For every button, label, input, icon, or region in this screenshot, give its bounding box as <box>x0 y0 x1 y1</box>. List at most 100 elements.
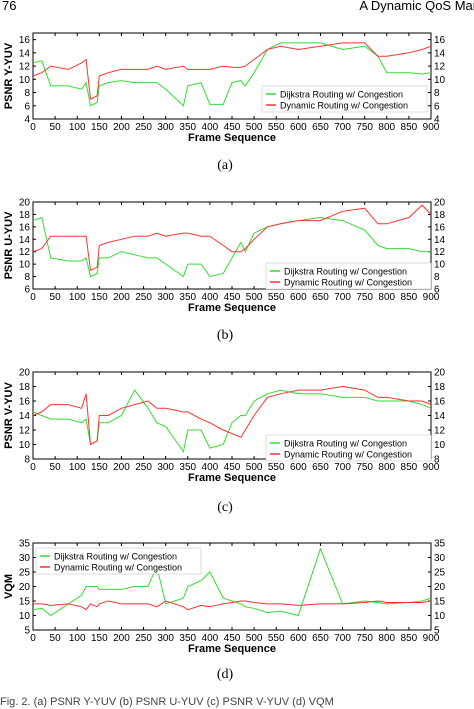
legend-entry: Dynamic Routing w/ Congestion <box>54 563 182 573</box>
x-tick-label: 100 <box>69 462 86 473</box>
y-tick-label-right: 8 <box>434 272 440 283</box>
y-tick-label-left: 12 <box>19 62 31 73</box>
y-tick-label-left: 10 <box>19 611 31 622</box>
y-tick-label-right: 20 <box>434 582 446 593</box>
x-tick-label: 650 <box>312 122 329 133</box>
page-number: 76 <box>2 0 17 13</box>
y-tick-label-left: 16 <box>19 35 31 46</box>
x-tick-label: 0 <box>30 292 36 303</box>
legend-entry: Dynamic Routing w/ Congestion <box>280 101 408 111</box>
figure-footer: Fig. 2. (a) PSNR Y-YUV (b) PSNR U-YUV (c… <box>0 696 334 708</box>
y-tick-label-left: 14 <box>19 48 31 59</box>
y-tick-label-left: 20 <box>19 368 31 379</box>
x-tick-label: 450 <box>224 292 241 303</box>
x-tick-label: 350 <box>179 122 196 133</box>
x-tick-label: 900 <box>423 292 440 303</box>
y-tick-label-left: 14 <box>19 411 31 422</box>
y-tick-label-right: 12 <box>434 247 446 258</box>
y-tick-label-right: 35 <box>434 539 446 550</box>
x-tick-label: 0 <box>30 122 36 133</box>
x-tick-label: 200 <box>113 633 130 644</box>
x-tick-label: 50 <box>50 633 62 644</box>
legend-entry: Dynamic Routing w/ Congestion <box>284 450 412 460</box>
x-tick-label: 600 <box>290 462 307 473</box>
x-tick-label: 250 <box>135 292 152 303</box>
x-tick-label: 450 <box>224 122 241 133</box>
y-tick-label-right: 4 <box>434 115 440 126</box>
legend-entry: Dijkstra Routing w/ Congestion <box>54 552 177 562</box>
x-tick-label: 500 <box>246 292 263 303</box>
legend-entry: Dynamic Routing w/ Congestion <box>284 278 412 288</box>
x-tick-label: 650 <box>312 292 329 303</box>
series-line <box>33 600 432 611</box>
legend-box <box>35 547 202 575</box>
legend-entry: Dijkstra Routing w/ Congestion <box>284 267 407 277</box>
y-tick-label-right: 8 <box>434 455 440 466</box>
x-tick-label: 300 <box>157 633 174 644</box>
running-header: A Dynamic QoS Man <box>359 0 474 13</box>
x-tick-label: 550 <box>268 462 285 473</box>
x-tick-label: 700 <box>334 122 351 133</box>
y-tick-label-right: 15 <box>434 597 446 608</box>
x-tick-label: 700 <box>334 292 351 303</box>
x-tick-label: 650 <box>312 633 329 644</box>
x-tick-label: 900 <box>423 633 440 644</box>
x-tick-label: 550 <box>268 633 285 644</box>
x-tick-label: 350 <box>179 633 196 644</box>
y-tick-label-right: 10 <box>434 75 446 86</box>
x-tick-label: 550 <box>268 292 285 303</box>
x-tick-label: 400 <box>202 292 219 303</box>
x-tick-label: 250 <box>135 633 152 644</box>
x-tick-label: 550 <box>268 122 285 133</box>
y-tick-label-right: 6 <box>434 285 440 296</box>
legend-entry: Dijkstra Routing w/ Congestion <box>280 90 403 100</box>
x-tick-label: 0 <box>30 633 36 644</box>
x-axis-label: Frame Sequence <box>188 472 276 484</box>
x-tick-label: 250 <box>135 122 152 133</box>
y-tick-label-right: 14 <box>434 235 446 246</box>
y-tick-label-left: 10 <box>19 440 31 451</box>
legend-box <box>265 262 432 290</box>
x-tick-label: 300 <box>157 122 174 133</box>
x-tick-label: 750 <box>356 292 373 303</box>
y-tick-label-right: 16 <box>434 222 446 233</box>
x-tick-label: 200 <box>113 122 130 133</box>
y-tick-label-left: 4 <box>24 115 30 126</box>
y-tick-label-right: 16 <box>434 35 446 46</box>
y-tick-label-right: 20 <box>434 368 446 379</box>
caption-c: (c) <box>217 500 233 515</box>
y-tick-label-left: 8 <box>24 88 30 99</box>
x-tick-label: 850 <box>401 633 418 644</box>
x-tick-label: 150 <box>91 462 108 473</box>
caption-a: (a) <box>217 158 233 173</box>
y-tick-label-left: 10 <box>19 75 31 86</box>
x-tick-label: 350 <box>179 292 196 303</box>
legend-box <box>261 85 428 113</box>
x-tick-label: 100 <box>69 122 86 133</box>
x-tick-label: 850 <box>401 462 418 473</box>
x-tick-label: 500 <box>246 122 263 133</box>
y-tick-label-right: 10 <box>434 260 446 271</box>
series-line <box>32 385 432 446</box>
x-tick-label: 500 <box>246 633 263 644</box>
x-tick-label: 700 <box>334 633 351 644</box>
y-tick-label-right: 16 <box>434 397 446 408</box>
y-axis-label: PSNR Y-YUV <box>3 42 15 109</box>
x-tick-label: 350 <box>179 462 196 473</box>
series-line <box>32 389 432 454</box>
x-tick-label: 150 <box>91 633 108 644</box>
x-tick-label: 800 <box>378 292 395 303</box>
y-tick-label-left: 12 <box>19 426 31 437</box>
caption-b: (b) <box>216 328 234 343</box>
x-tick-label: 750 <box>356 633 373 644</box>
x-tick-label: 100 <box>69 292 86 303</box>
x-tick-label: 150 <box>91 122 108 133</box>
y-tick-label-left: 8 <box>24 455 30 466</box>
x-tick-label: 400 <box>202 633 219 644</box>
x-tick-label: 750 <box>356 122 373 133</box>
x-tick-label: 450 <box>224 462 241 473</box>
y-tick-label-left: 5 <box>24 626 30 637</box>
y-tick-label-left: 6 <box>24 101 30 112</box>
series-line <box>32 216 431 278</box>
